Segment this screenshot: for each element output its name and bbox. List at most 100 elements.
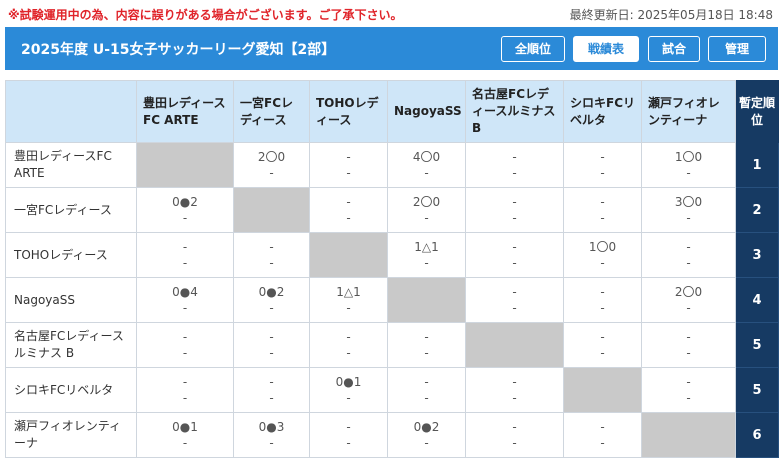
result-cell[interactable]: -- [136, 232, 234, 278]
diagonal-cell [233, 187, 310, 233]
result-cell[interactable]: -- [563, 412, 642, 458]
second-leg-result: - [424, 166, 429, 180]
result-cell[interactable]: -- [136, 367, 234, 413]
first-leg-result: 0●1 [172, 420, 198, 434]
second-leg-result: - [686, 346, 691, 360]
result-cell[interactable]: -- [465, 277, 564, 323]
second-leg-result: - [269, 301, 274, 315]
first-leg-result: 0●3 [258, 420, 285, 434]
table-row: シロキFCリベルタ - - - -0●1- - - - - - -5 [5, 367, 779, 413]
result-cell[interactable]: -- [309, 412, 388, 458]
first-leg-result: - [346, 195, 351, 209]
first-leg-result: - [512, 420, 517, 434]
result-cell[interactable]: 2〇0 - [641, 277, 736, 323]
second-leg-result: - [269, 391, 274, 405]
team-name[interactable]: 名古屋FCレディースルミナス B [5, 322, 137, 368]
first-leg-result: - [424, 330, 429, 344]
team-name[interactable]: シロキFCリベルタ [5, 367, 137, 413]
first-leg-result: - [512, 150, 517, 164]
result-cell[interactable]: -- [465, 142, 564, 188]
result-cell[interactable]: -- [465, 367, 564, 413]
second-leg-result: - [686, 256, 691, 270]
result-cell[interactable]: 1〇0 - [563, 232, 642, 278]
second-leg-result: - [512, 256, 517, 270]
second-leg-result: - [686, 166, 691, 180]
nav-button-admin[interactable]: 管理 [708, 36, 766, 62]
diagonal-cell [465, 322, 564, 368]
result-cell[interactable]: -- [387, 322, 466, 368]
second-leg-result: - [600, 211, 605, 225]
second-leg-result: - [424, 346, 429, 360]
result-cell[interactable]: -- [563, 322, 642, 368]
team-name[interactable]: TOHOレディース [5, 232, 137, 278]
first-leg-result: - [600, 285, 605, 299]
team-name[interactable]: NagoyaSS [5, 277, 137, 323]
first-leg-result: 1△1 [336, 285, 361, 299]
first-leg-result: - [269, 330, 274, 344]
result-cell[interactable]: 0●4 - [136, 277, 234, 323]
result-cell[interactable]: 1△1 - [387, 232, 466, 278]
result-cell[interactable]: -- [309, 142, 388, 188]
result-cell[interactable]: 0●2 - [233, 277, 310, 323]
first-leg-result: - [686, 330, 691, 344]
result-cell[interactable]: 1△1 - [309, 277, 388, 323]
result-cell[interactable]: -- [387, 367, 466, 413]
first-leg-result: - [182, 240, 188, 254]
result-cell[interactable]: -- [465, 412, 564, 458]
result-cell[interactable]: 4〇0 - [387, 142, 466, 188]
result-cell[interactable]: -- [563, 142, 642, 188]
result-cell[interactable]: 3〇0 - [641, 187, 736, 233]
result-cell[interactable]: -- [309, 187, 388, 233]
team-name[interactable]: 豊田レディースFC ARTE [5, 142, 137, 188]
result-cell[interactable]: 0●1 - [136, 412, 234, 458]
result-cell[interactable]: 0●2 - [136, 187, 234, 233]
column-header: 豊田レディースFC ARTE [136, 80, 234, 143]
result-cell[interactable]: -- [233, 232, 310, 278]
first-leg-result: 2〇0 [257, 150, 286, 164]
result-cell[interactable]: -- [233, 367, 310, 413]
nav-button-results-table[interactable]: 戦績表 [573, 36, 639, 62]
second-leg-result: - [182, 256, 188, 270]
result-cell[interactable]: -- [465, 187, 564, 233]
table-row: 瀬戸フィオレンティーナ 0●1-0●3- - -0●2- - - - -6 [5, 412, 779, 458]
first-leg-result: - [512, 375, 517, 389]
result-cell[interactable]: -- [641, 232, 736, 278]
first-leg-result: 4〇0 [412, 150, 441, 164]
result-cell[interactable]: -- [136, 322, 234, 368]
table-row: 一宮FCレディース 0●2- - -2〇0- - - - -3〇0-2 [5, 187, 779, 233]
rank-cell: 5 [735, 322, 779, 368]
nav-button-matches[interactable]: 試合 [648, 36, 700, 62]
second-leg-result: - [512, 436, 517, 450]
second-leg-result: - [512, 391, 517, 405]
result-cell[interactable]: 0●1 - [309, 367, 388, 413]
first-leg-result: - [346, 150, 351, 164]
first-leg-result: - [512, 285, 517, 299]
second-leg-result: - [600, 166, 605, 180]
result-cell[interactable]: -- [233, 322, 310, 368]
result-cell[interactable]: 2〇0 - [233, 142, 310, 188]
result-cell[interactable]: 2〇0 - [387, 187, 466, 233]
notice-bar: ※試験運用中の為、内容に誤りがある場合がございます。ご了承下さい。 最終更新日:… [0, 0, 783, 26]
result-cell[interactable]: -- [641, 322, 736, 368]
table-row: TOHOレディース - - - -1△1- - -1〇0- - -3 [5, 232, 779, 278]
second-leg-result: - [269, 256, 274, 270]
second-leg-result: - [512, 301, 517, 315]
league-header: 2025年度 U-15女子サッカーリーグ愛知【2部】 全順位 戦績表 試合 管理 [5, 27, 778, 70]
result-cell[interactable]: -- [641, 367, 736, 413]
team-name[interactable]: 一宮FCレディース [5, 187, 137, 233]
nav-button-standings[interactable]: 全順位 [501, 36, 565, 62]
column-header: TOHOレディース [309, 80, 388, 143]
result-cell[interactable]: -- [309, 322, 388, 368]
team-name[interactable]: 瀬戸フィオレンティーナ [5, 412, 137, 458]
second-leg-result: - [424, 211, 429, 225]
rank-cell: 2 [735, 187, 779, 233]
result-cell[interactable]: 1〇0 - [641, 142, 736, 188]
second-leg-result: - [182, 346, 188, 360]
second-leg-result: - [424, 256, 429, 270]
result-cell[interactable]: -- [563, 187, 642, 233]
result-cell[interactable]: 0●2 - [387, 412, 466, 458]
result-cell[interactable]: -- [563, 277, 642, 323]
result-cell[interactable]: -- [465, 232, 564, 278]
result-cell[interactable]: 0●3 - [233, 412, 310, 458]
second-leg-result: - [346, 391, 351, 405]
